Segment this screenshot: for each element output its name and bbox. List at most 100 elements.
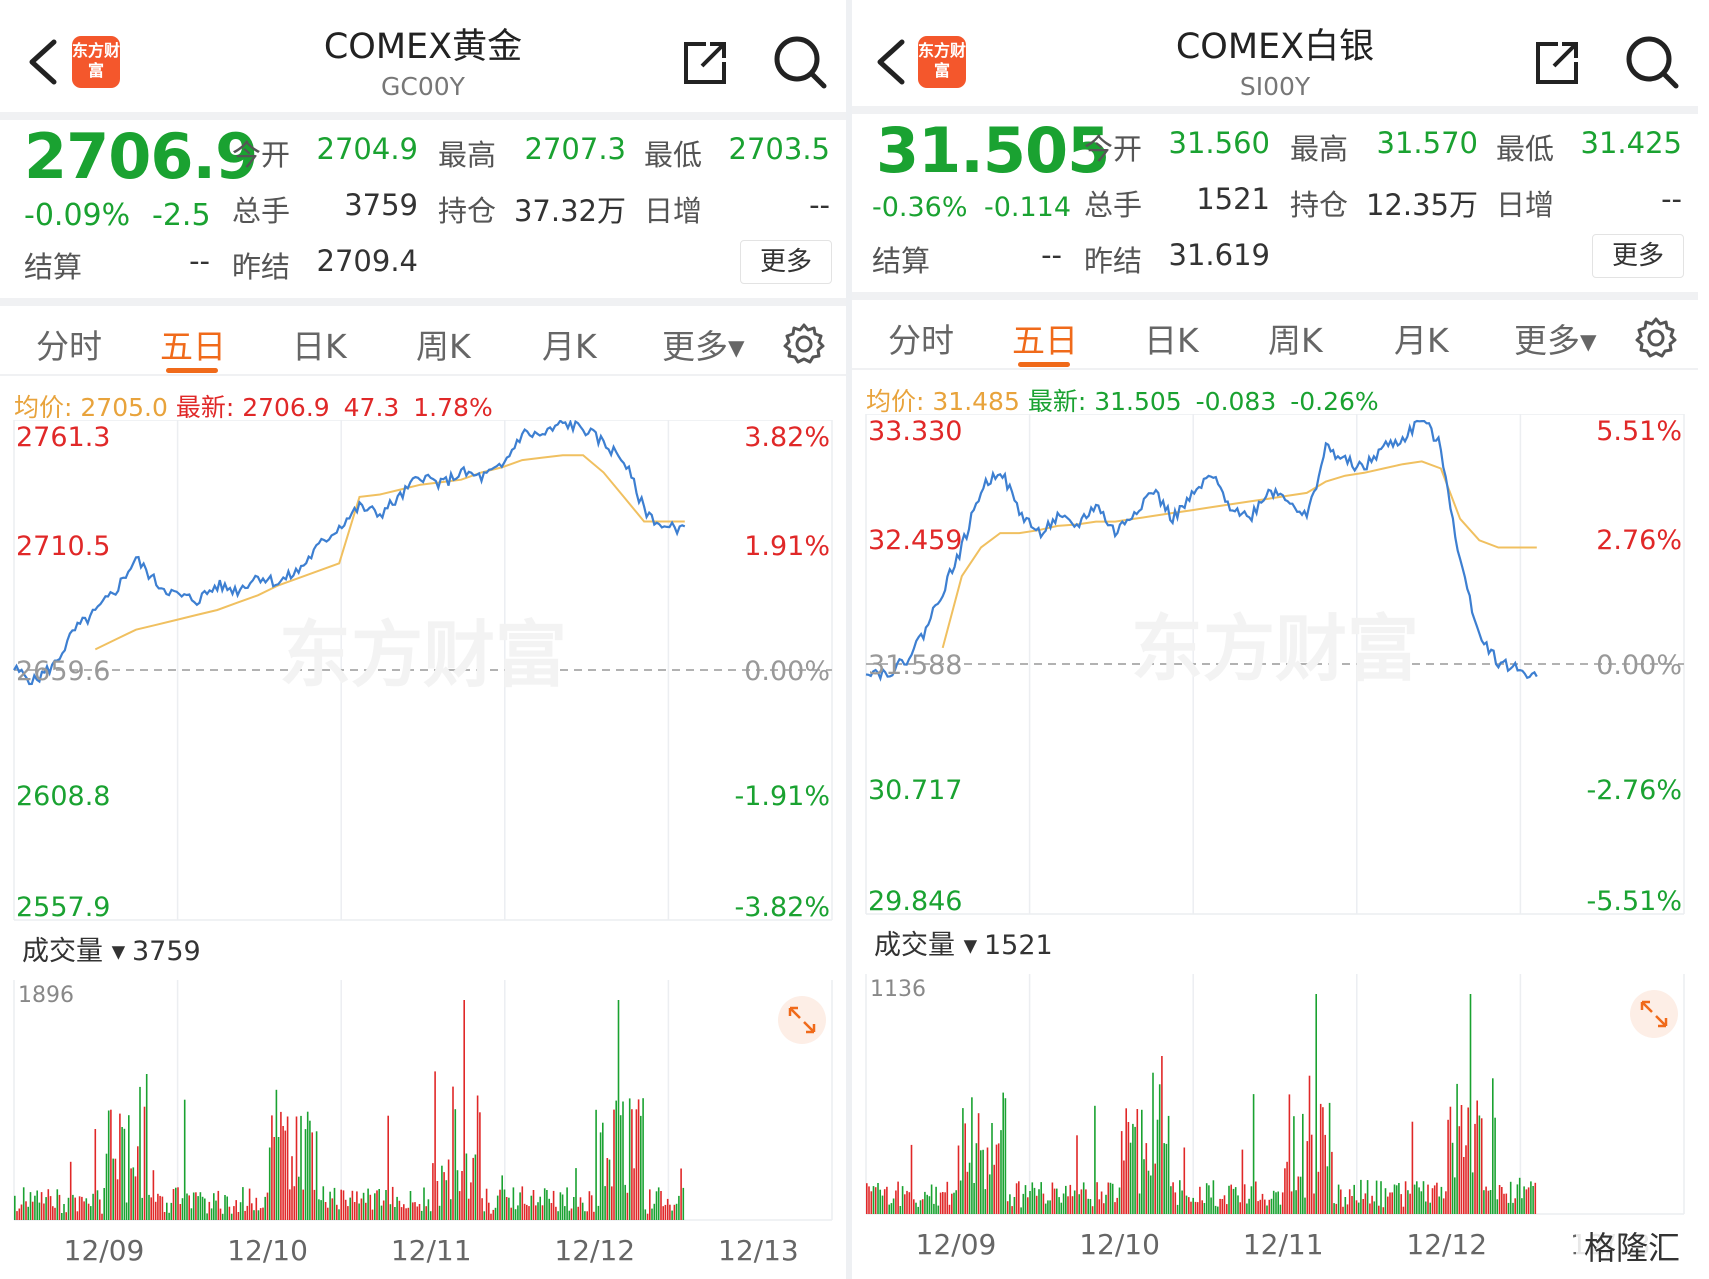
tab-weekly-k[interactable]: 周K xyxy=(1268,321,1323,360)
back-arrow-icon[interactable] xyxy=(872,38,912,86)
volume-bar xyxy=(1167,1115,1170,1214)
volume-bar xyxy=(470,1182,472,1220)
volume-bar xyxy=(456,1170,459,1220)
volume-bar xyxy=(1190,1201,1192,1214)
volume-bar xyxy=(434,1071,436,1220)
tab-monthly-k[interactable]: 月K xyxy=(1394,321,1449,360)
volume-bar xyxy=(1478,1115,1481,1214)
search-icon[interactable] xyxy=(772,34,828,90)
tab-five-day[interactable]: 五日 xyxy=(1012,321,1078,360)
back-arrow-icon[interactable] xyxy=(24,38,64,86)
volume-bar xyxy=(523,1203,526,1220)
y-axis-label-right: -5.51% xyxy=(1586,886,1682,917)
volume-value: 1521 xyxy=(1196,182,1270,216)
tab-intraday[interactable]: 分时 xyxy=(888,321,954,360)
period-tabs: 分时 五日 日K 周K 月K 更多▾ xyxy=(0,308,846,374)
volume-bar xyxy=(968,1162,971,1214)
volume-bar xyxy=(1129,1142,1132,1214)
volume-bar xyxy=(1409,1193,1411,1214)
price-chart[interactable]: 东方财富 33.330 32.459 31.588 30.717 29.846 5.51% 2… xyxy=(852,414,1698,1274)
volume-label: 总手 xyxy=(232,194,291,228)
volume-bar xyxy=(1284,1168,1286,1214)
share-icon[interactable] xyxy=(1532,38,1582,88)
expand-icon[interactable] xyxy=(1630,990,1678,1038)
volume-bar xyxy=(1073,1190,1076,1214)
volume-bar xyxy=(1009,1194,1011,1214)
volume-bar xyxy=(472,1157,474,1220)
open-value: 31.560 xyxy=(1168,126,1270,160)
volume-bar xyxy=(1257,1201,1259,1214)
app-logo: 东方财富 xyxy=(918,36,966,88)
volume-bar xyxy=(300,1115,302,1220)
volume-bar xyxy=(539,1196,541,1220)
avg-value: 31.485 xyxy=(932,387,1020,416)
volume-bar xyxy=(213,1193,215,1220)
volume-bar xyxy=(1340,1189,1342,1214)
volume-bar xyxy=(568,1210,571,1220)
volume-bar xyxy=(1031,1182,1034,1214)
volume-bar xyxy=(1322,1107,1324,1214)
volume-bar xyxy=(1317,1171,1320,1214)
low-label: 最低 xyxy=(644,138,703,172)
volume-bar xyxy=(69,1161,72,1220)
volume-selector[interactable]: 成交量 ▾ xyxy=(874,930,978,961)
position-value: 12.35万 xyxy=(1365,188,1478,222)
volume-max-label: 1896 xyxy=(18,983,74,1008)
price-chart[interactable]: 东方财富 2761.3 2710.5 2659.6 2608.8 2557.9 3.82% 1… xyxy=(0,420,846,1279)
tab-more[interactable]: 更多▾ xyxy=(1514,321,1597,360)
latest-change: 47.3 xyxy=(343,393,400,422)
volume-bar xyxy=(85,1198,88,1220)
silver-panel: 东方财富 COMEX白银 SI00Y 31.505 -0.36% -0.114 … xyxy=(852,0,1698,1279)
volume-bar xyxy=(1147,1170,1150,1214)
more-button[interactable]: 更多 xyxy=(740,240,832,284)
volume-bar xyxy=(63,1204,65,1220)
volume-bar xyxy=(380,1205,383,1220)
gear-icon[interactable] xyxy=(1634,316,1678,360)
volume-bar xyxy=(201,1196,204,1220)
volume-bar xyxy=(575,1168,577,1220)
volume-bar xyxy=(409,1191,412,1220)
volume-bar xyxy=(1132,1123,1134,1214)
volume-bar xyxy=(1248,1198,1250,1214)
volume-bar xyxy=(619,1115,622,1220)
tab-five-day[interactable]: 五日 xyxy=(160,327,226,366)
volume-bar xyxy=(1308,1075,1311,1214)
volume-bar xyxy=(458,1191,461,1220)
more-button[interactable]: 更多 xyxy=(1592,234,1684,278)
volume-bar xyxy=(54,1207,56,1220)
volume-bar xyxy=(1033,1187,1036,1214)
price-line xyxy=(13,420,686,686)
volume-bar xyxy=(311,1132,313,1220)
y-axis-label-right: -1.91% xyxy=(734,781,830,812)
share-icon[interactable] xyxy=(680,38,730,88)
tab-daily-k[interactable]: 日K xyxy=(1144,321,1199,360)
volume-bar xyxy=(1299,1176,1302,1214)
volume-bar xyxy=(441,1165,443,1220)
volume-bar xyxy=(179,1204,182,1220)
tab-monthly-k[interactable]: 月K xyxy=(542,327,597,366)
volume-bar xyxy=(982,1149,984,1214)
gear-icon[interactable] xyxy=(782,322,826,366)
volume-bar xyxy=(304,1129,307,1220)
active-tab-indicator xyxy=(166,368,218,373)
volume-bar xyxy=(1024,1185,1027,1214)
volume-bar xyxy=(1264,1199,1266,1214)
volume-bar xyxy=(939,1192,942,1214)
volume-selector[interactable]: 成交量 ▾ xyxy=(22,936,126,967)
volume-bar xyxy=(508,1197,510,1220)
expand-icon[interactable] xyxy=(778,996,826,1044)
prev-settle-value: 31.619 xyxy=(1168,238,1270,272)
volume-bar xyxy=(1141,1109,1143,1214)
volume-bar xyxy=(1357,1202,1360,1214)
volume-bar xyxy=(45,1197,47,1220)
tab-more[interactable]: 更多▾ xyxy=(662,327,745,366)
volume-bar xyxy=(868,1186,870,1214)
tab-intraday[interactable]: 分时 xyxy=(36,327,102,366)
volume-bar xyxy=(1205,1183,1208,1214)
volume-bar xyxy=(476,1095,479,1220)
tab-weekly-k[interactable]: 周K xyxy=(416,327,471,366)
tab-daily-k[interactable]: 日K xyxy=(292,327,347,366)
volume-bar xyxy=(1400,1194,1402,1214)
volume-bar xyxy=(1503,1193,1505,1214)
search-icon[interactable] xyxy=(1624,34,1680,90)
